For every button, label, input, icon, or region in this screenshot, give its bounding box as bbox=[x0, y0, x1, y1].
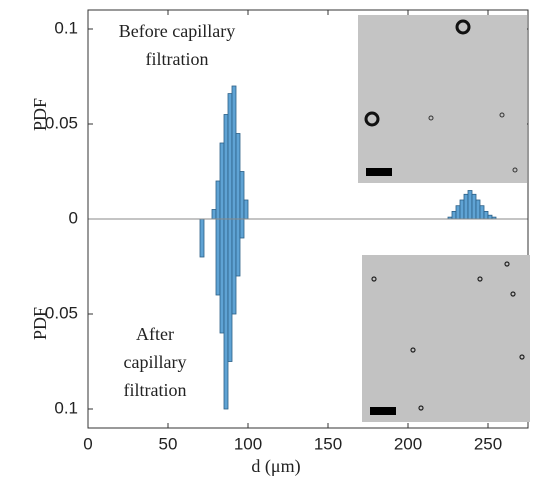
x-tick-label: 100 bbox=[234, 434, 262, 453]
x-tick-label: 50 bbox=[159, 434, 178, 453]
bar bbox=[471, 193, 477, 220]
x-tick-label: 250 bbox=[474, 434, 502, 453]
bar bbox=[211, 209, 217, 220]
annotation: After bbox=[136, 324, 174, 344]
bar bbox=[459, 199, 465, 220]
bar bbox=[451, 210, 457, 220]
y-tick-label: 0.05 bbox=[45, 303, 78, 322]
x-tick-label: 0 bbox=[83, 434, 92, 453]
x-axis-label: d (μm) bbox=[251, 456, 300, 477]
bar bbox=[227, 218, 233, 362]
inset-bottom bbox=[362, 255, 530, 422]
frame bbox=[87, 9, 529, 429]
bar bbox=[215, 218, 221, 296]
bar bbox=[243, 199, 249, 220]
bar bbox=[227, 93, 233, 220]
bar bbox=[223, 218, 229, 410]
bar bbox=[479, 205, 485, 220]
bar bbox=[219, 218, 225, 334]
bar bbox=[475, 199, 481, 220]
annotation: filtration bbox=[146, 49, 209, 69]
plot: 0 0.05 0.1 PDF Before capillary filtration 0.0… bbox=[30, 9, 529, 453]
inset-top bbox=[358, 15, 527, 183]
annotation: Before capillary bbox=[119, 21, 235, 41]
y-tick-label: 0.05 bbox=[45, 113, 78, 132]
bar bbox=[455, 205, 461, 220]
bar bbox=[463, 193, 469, 220]
bar bbox=[467, 190, 473, 220]
bar bbox=[487, 214, 493, 220]
y-tick-label: 0 bbox=[69, 208, 78, 227]
bar bbox=[231, 218, 237, 315]
y-axis-label: PDF bbox=[30, 98, 50, 131]
bar bbox=[235, 218, 241, 277]
annotation: capillary bbox=[124, 352, 187, 372]
bar bbox=[239, 218, 245, 239]
x-tick-label: 150 bbox=[314, 434, 342, 453]
x-tick-label: 200 bbox=[394, 434, 422, 453]
bar bbox=[219, 142, 225, 220]
y-tick-label: 0.1 bbox=[54, 398, 78, 417]
bar bbox=[235, 133, 241, 220]
bar bbox=[239, 171, 245, 220]
y-axis-label: PDF bbox=[30, 307, 50, 340]
y-tick-label: 0.1 bbox=[54, 18, 78, 37]
bar bbox=[223, 114, 229, 220]
annotation: filtration bbox=[124, 380, 187, 400]
bar bbox=[199, 218, 205, 258]
bar bbox=[483, 210, 489, 220]
bar bbox=[215, 180, 221, 220]
bar bbox=[231, 85, 237, 220]
